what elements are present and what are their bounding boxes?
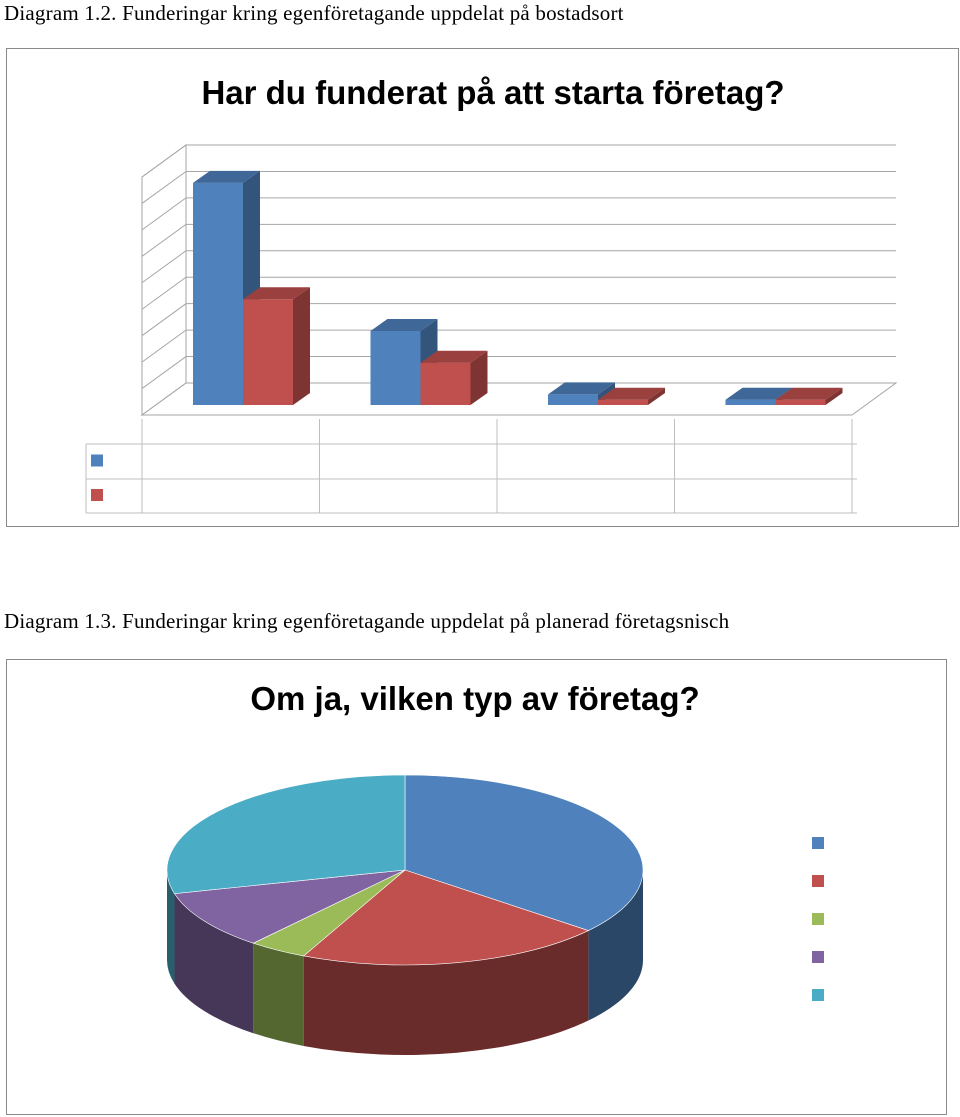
gridline bbox=[141, 303, 896, 337]
diagram-1-2-caption: Diagram 1.2. Funderingar kring egenföret… bbox=[4, 1, 624, 25]
pie-side-livsmedel bbox=[303, 930, 589, 1055]
bar-nej-3 bbox=[775, 387, 843, 405]
bar-top bbox=[370, 318, 438, 331]
pie-slice-livsmedel bbox=[302, 869, 590, 966]
pie-chart: Om ja, vilken typ av företag? bbox=[166, 680, 824, 1055]
bar-nej-2 bbox=[598, 387, 665, 405]
gridline bbox=[141, 250, 896, 284]
bar-front bbox=[243, 299, 293, 405]
bar-front bbox=[193, 182, 243, 405]
bar-chart: Har du funderat på att starta företag? bbox=[85, 74, 898, 514]
gridline bbox=[141, 223, 896, 257]
side-wall bbox=[141, 144, 187, 416]
pie-side-frisör bbox=[174, 893, 254, 1034]
bar-side bbox=[470, 350, 488, 405]
pie-side-annat bbox=[167, 870, 175, 984]
bar-top bbox=[598, 387, 665, 400]
bar-front bbox=[370, 330, 421, 405]
pie-slice-annat bbox=[166, 774, 406, 894]
bar-front bbox=[725, 399, 776, 405]
legend bbox=[812, 837, 824, 1001]
pie-side-kläder bbox=[588, 870, 643, 1021]
bar-side bbox=[648, 387, 665, 405]
bar-top bbox=[548, 382, 615, 395]
bar-front bbox=[548, 394, 598, 405]
bar-nej-1 bbox=[420, 350, 488, 405]
bar-side bbox=[825, 387, 843, 405]
legend-key-nej bbox=[91, 489, 103, 501]
bar-side bbox=[293, 287, 310, 405]
bar-front bbox=[598, 399, 648, 405]
legend-key-frisör bbox=[812, 951, 824, 963]
legend-key-restaurang bbox=[812, 913, 824, 925]
gridline bbox=[141, 170, 896, 204]
bar-ja-0 bbox=[193, 170, 260, 405]
bar-chart-frame: Har du funderat på att starta företag? bbox=[6, 48, 959, 527]
gridline bbox=[141, 329, 896, 363]
legend-key-livsmedel bbox=[812, 875, 824, 887]
pie bbox=[166, 774, 644, 1055]
data-table bbox=[85, 419, 857, 514]
bar-nej-0 bbox=[243, 287, 310, 405]
gridline bbox=[141, 356, 896, 389]
bar-front bbox=[775, 399, 826, 405]
bar-top bbox=[775, 387, 843, 400]
bar-front bbox=[420, 362, 471, 405]
pie-chart-frame: Om ja, vilken typ av företag? bbox=[6, 659, 947, 1115]
diagram-1-3-caption: Diagram 1.3. Funderingar kring egenföret… bbox=[4, 609, 730, 633]
bar-top bbox=[420, 350, 488, 363]
gridline bbox=[141, 197, 896, 231]
bar-chart-title: Har du funderat på att starta företag? bbox=[201, 74, 784, 111]
legend-key-kläder bbox=[812, 837, 824, 849]
pie-slice-kläder bbox=[404, 774, 644, 931]
bar-top bbox=[193, 170, 260, 183]
pie-chart-title: Om ja, vilken typ av företag? bbox=[250, 680, 699, 717]
bar-top bbox=[243, 287, 310, 300]
legend-key-ja bbox=[91, 454, 103, 467]
legend-key-annat bbox=[812, 989, 824, 1001]
bar-top bbox=[725, 387, 793, 400]
plot-area bbox=[140, 144, 898, 416]
gridline bbox=[141, 276, 896, 310]
pie-slice-frisör bbox=[173, 869, 406, 944]
floor bbox=[140, 382, 898, 416]
pie-side-restaurang bbox=[253, 943, 304, 1046]
